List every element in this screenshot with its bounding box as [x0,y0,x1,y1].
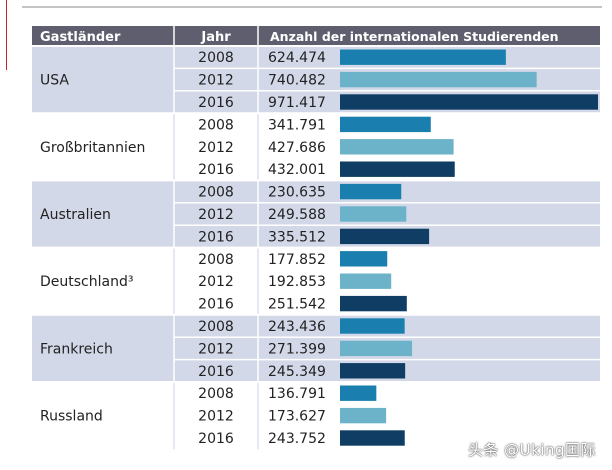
bar [340,251,388,267]
bar [340,139,454,155]
year-label: 2012 [198,73,234,89]
year-label: 2008 [198,252,234,268]
group-background [32,382,258,450]
value-label: 177.852 [268,252,326,268]
country-label: USA [40,73,69,89]
year-label: 2012 [198,207,234,223]
group-background [32,247,258,315]
group-background [32,46,258,114]
group-background [258,382,600,450]
value-label: 251.542 [268,297,326,313]
bar [340,273,392,289]
year-label: 2008 [198,386,234,402]
value-label: 335.512 [268,229,326,245]
header-country: Gastländer [40,30,121,45]
value-label: 136.791 [268,386,326,402]
group-background [32,314,258,382]
value-label: 740.482 [268,73,326,89]
country-label: Deutschland³ [40,274,133,290]
bar [340,49,506,65]
value-label: 192.853 [268,274,326,290]
country-label: Russland [40,409,103,425]
bar [340,71,537,88]
value-label: 341.791 [268,117,326,133]
bar [340,385,377,401]
year-label: 2012 [198,274,234,290]
value-label: 427.686 [268,140,326,156]
value-label: 271.399 [268,341,326,357]
year-label: 2008 [198,185,234,201]
left-margin-strip [0,0,10,470]
bar [340,116,431,133]
year-label: 2012 [198,341,234,357]
group-background [258,247,600,315]
bar [340,430,405,446]
country-label: Großbritannien [40,140,145,156]
year-label: 2008 [198,319,234,335]
year-label: 2012 [198,409,234,425]
value-label: 245.349 [268,364,326,380]
header-value: Anzahl der internationalen Studierenden [270,29,559,44]
left-accent-line [6,0,7,70]
bar [340,318,405,334]
watermark: 头条 @Uking国际 [467,441,596,459]
header-year: Jahr [200,30,231,45]
year-label: 2016 [198,95,234,111]
group-background [32,180,258,248]
value-label: 230.635 [268,185,326,201]
year-label: 2016 [198,364,234,380]
student-table-chart: Gastländer Jahr Anzahl der internationalen… [32,26,600,450]
year-label: 2016 [198,162,234,178]
bar [340,363,406,379]
bar [340,161,455,177]
year-label: 2008 [198,117,234,133]
group-background [32,113,258,181]
country-label: Frankreich [40,341,113,357]
country-label: Australien [40,207,111,223]
bar [340,183,402,200]
year-label: 2008 [198,50,234,66]
top-rule [22,6,602,8]
year-label: 2016 [198,431,234,447]
bar [340,206,407,222]
bar [340,94,598,110]
year-label: 2016 [198,229,234,245]
bar [340,295,407,312]
value-label: 971.417 [268,95,326,111]
bar [340,340,413,357]
bar [340,228,430,245]
value-label: 173.627 [268,409,326,425]
value-label: 624.474 [268,50,326,66]
value-label: 243.752 [268,431,326,447]
value-label: 432.001 [268,162,326,178]
value-label: 243.436 [268,319,326,335]
group-background [258,314,600,382]
value-label: 249.588 [268,207,326,223]
year-label: 2016 [198,297,234,313]
year-label: 2012 [198,140,234,156]
bar [340,407,387,424]
